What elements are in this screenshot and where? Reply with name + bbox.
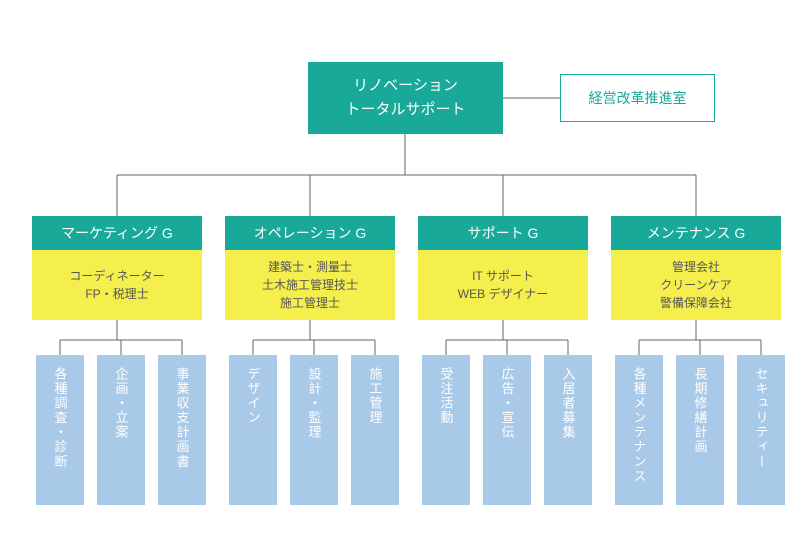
group-header-support: サポート G	[418, 216, 588, 250]
group-header-marketing: マーケティング G	[32, 216, 202, 250]
group-sub-line: FP・税理士	[85, 287, 148, 301]
group-sub-line: IT サポート	[472, 269, 534, 283]
group-header-label: マーケティング G	[61, 223, 173, 243]
group-sub-support: IT サポート WEB デザイナー	[418, 250, 588, 320]
leaf-maintenance-1: 長期修繕計画	[676, 355, 724, 505]
group-sub-line: 土木施工管理技士	[262, 278, 358, 292]
leaf-label: 各種調査・診断	[51, 367, 70, 469]
leaf-marketing-1: 企画・立案	[97, 355, 145, 505]
leaf-label: 広告・宣伝	[498, 367, 517, 440]
leaf-label: 長期修繕計画	[691, 367, 710, 454]
leaf-operation-2: 施工管理	[351, 355, 399, 505]
leaf-maintenance-0: 各種メンテナンス	[615, 355, 663, 505]
leaf-operation-0: デザイン	[229, 355, 277, 505]
side-box-label: 経営改革推進室	[589, 88, 687, 108]
group-sub-line: WEB デザイナー	[458, 287, 548, 301]
leaf-label: 企画・立案	[112, 367, 131, 440]
group-header-label: オペレーション G	[254, 223, 367, 243]
leaf-support-0: 受注活動	[422, 355, 470, 505]
leaf-marketing-2: 事業収支計画書	[158, 355, 206, 505]
group-header-label: メンテナンス G	[647, 223, 746, 243]
root-line1: リノベーション	[353, 77, 458, 94]
leaf-label: 施工管理	[366, 367, 385, 425]
group-sub-maintenance: 管理会社クリーンケア警備保障会社	[611, 250, 781, 320]
group-sub-line: 管理会社	[672, 260, 720, 274]
group-sub-line: 警備保障会社	[660, 296, 732, 310]
leaf-label: 事業収支計画書	[173, 367, 192, 469]
leaf-label: 各種メンテナンス	[630, 367, 649, 483]
leaf-label: セキュリティー	[752, 367, 771, 469]
leaf-maintenance-2: セキュリティー	[737, 355, 785, 505]
group-sub-operation: 建築士・測量士土木施工管理技士施工管理士	[225, 250, 395, 320]
side-box: 経営改革推進室	[560, 74, 715, 122]
group-sub-line: 施工管理士	[280, 296, 340, 310]
leaf-operation-1: 設計・監理	[290, 355, 338, 505]
leaf-label: 入居者募集	[559, 367, 578, 440]
leaf-marketing-0: 各種調査・診断	[36, 355, 84, 505]
group-header-maintenance: メンテナンス G	[611, 216, 781, 250]
group-sub-line: コーディネーター	[69, 269, 164, 283]
leaf-label: デザイン	[244, 367, 263, 425]
leaf-support-2: 入居者募集	[544, 355, 592, 505]
root-box: リノベーショントータルサポート	[308, 62, 503, 134]
leaf-label: 受注活動	[437, 367, 456, 425]
group-sub-line: 建築士・測量士	[268, 260, 352, 274]
group-sub-marketing: コーディネーター FP・税理士	[32, 250, 202, 320]
group-sub-line: クリーンケア	[660, 278, 731, 292]
leaf-support-1: 広告・宣伝	[483, 355, 531, 505]
group-header-operation: オペレーション G	[225, 216, 395, 250]
group-header-label: サポート G	[468, 223, 539, 243]
leaf-label: 設計・監理	[305, 367, 324, 440]
root-line2: トータルサポート	[345, 101, 465, 118]
